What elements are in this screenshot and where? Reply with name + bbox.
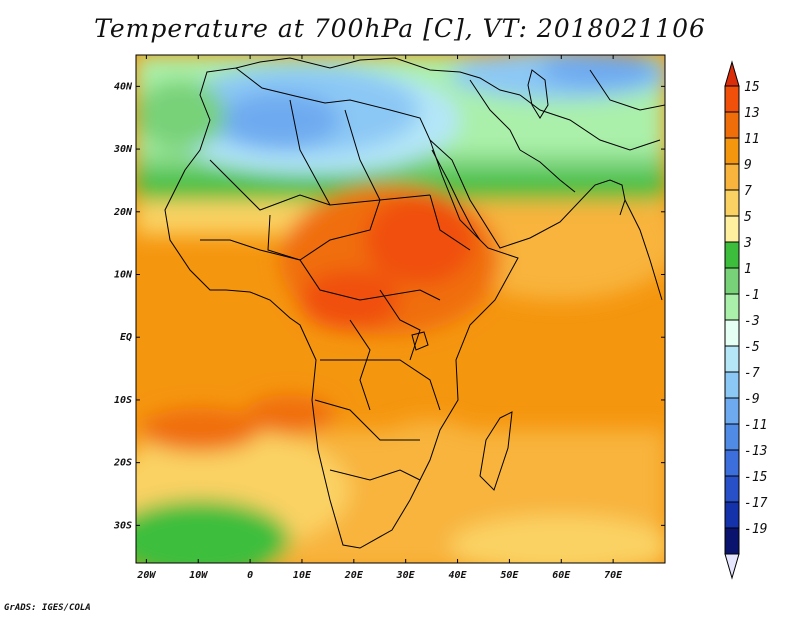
colorbar-box xyxy=(724,163,740,191)
field-cold-east-inner xyxy=(540,55,660,88)
border-9 xyxy=(429,194,471,251)
colorbar-label: -15 xyxy=(744,470,768,485)
colorbar-box xyxy=(724,85,740,113)
sahara-border-1 xyxy=(209,159,431,211)
colorbar-box xyxy=(724,423,740,451)
colorbar-label: -1 xyxy=(744,288,760,303)
longitude-ticks xyxy=(145,55,614,563)
latitude-labels: 40N 30N 20N 10N EQ 10S 20S 30S xyxy=(113,81,133,531)
field-hot-angola xyxy=(245,395,335,435)
lon-label: 60E xyxy=(552,570,571,581)
field-sa-green xyxy=(136,500,290,563)
colorbar-label: 1 xyxy=(744,262,752,277)
colorbar-label: 13 xyxy=(744,106,760,121)
lat-label: 30N xyxy=(113,144,133,155)
colorbar-label: 5 xyxy=(744,210,752,225)
border-5 xyxy=(314,399,420,441)
lat-label: EQ xyxy=(120,332,132,343)
border-11 xyxy=(469,79,521,151)
lon-label: 0 xyxy=(247,570,253,581)
lat-label: 20N xyxy=(113,207,133,218)
border-2 xyxy=(267,199,381,261)
colorbar-label: -17 xyxy=(744,496,768,511)
field-indian-yellow xyxy=(450,515,665,563)
colorbar-label: 3 xyxy=(743,236,752,251)
border-8 xyxy=(289,99,331,206)
chart-title: Temperature at 700hPa [C], VT: 201802110… xyxy=(94,14,706,43)
lon-label: 70E xyxy=(604,570,623,581)
colorbar-label: -5 xyxy=(744,340,760,355)
field-hot-sa xyxy=(140,408,260,452)
colorbar-box xyxy=(724,137,740,165)
border-14 xyxy=(589,69,665,111)
border-7 xyxy=(344,109,381,201)
colorbar-label: -3 xyxy=(744,314,760,329)
lon-label: 50E xyxy=(500,570,519,581)
colorbar-box xyxy=(724,397,740,425)
colorbar-label: 9 xyxy=(744,158,752,173)
caspian xyxy=(527,69,549,119)
colorbar-box xyxy=(724,111,740,139)
credit-text: GrADS: IGES/COLA xyxy=(4,603,91,613)
colorbar-label: 11 xyxy=(744,132,760,147)
colorbar: 15 13 11 9 7 5 3 1 -1 -3 -5 -7 -9 -11 -13 -15 -17 -19 xyxy=(724,60,768,580)
colorbar-box xyxy=(724,215,740,243)
border-6 xyxy=(329,469,421,481)
india-coast xyxy=(624,199,663,301)
colorbar-box xyxy=(724,241,740,269)
colorbar-top-arrow xyxy=(724,60,740,87)
med-coast xyxy=(235,57,521,96)
colorbar-box xyxy=(724,267,740,295)
red-sea xyxy=(431,149,481,241)
field-hot-core xyxy=(365,195,475,285)
colorbar-label: -7 xyxy=(744,366,760,381)
map-frame xyxy=(135,54,666,564)
longitude-labels: 20W 10W 0 10E 20E 30E 40E 50E 60E 70E xyxy=(136,570,623,581)
colorbar-label: -13 xyxy=(744,444,767,459)
temperature-field xyxy=(136,55,665,563)
border-10 xyxy=(519,94,661,151)
colorbar-box xyxy=(724,527,740,555)
lat-label: 20S xyxy=(113,458,132,469)
latitude-ticks xyxy=(136,85,665,526)
border-13 xyxy=(349,319,371,411)
colorbar-box xyxy=(724,449,740,477)
lon-label: 10W xyxy=(189,570,208,581)
colorbar-label: -9 xyxy=(744,392,760,407)
lat-label: 10S xyxy=(114,395,132,406)
colorbar-box xyxy=(724,475,740,503)
colorbar-box xyxy=(724,345,740,373)
colorbar-label: -19 xyxy=(744,522,767,537)
lon-label: 20E xyxy=(344,570,364,581)
lon-label: 10E xyxy=(293,570,312,581)
colorbar-label: -11 xyxy=(744,418,767,433)
arabia-coast xyxy=(429,139,626,249)
colorbar-box xyxy=(724,189,740,217)
colorbar-label: 15 xyxy=(744,80,760,95)
persian-gulf xyxy=(519,149,576,193)
coastlines xyxy=(164,57,665,549)
colorbar-box xyxy=(724,501,740,529)
colorbar-box xyxy=(724,293,740,321)
africa-coast xyxy=(164,67,519,549)
colorbar-box xyxy=(724,371,740,399)
lon-label: 40E xyxy=(449,570,468,581)
colorbar-bottom-arrow xyxy=(724,553,740,580)
border-3 xyxy=(200,239,441,301)
colorbar-box xyxy=(724,319,740,347)
lat-label: 10N xyxy=(114,270,133,281)
lat-label: 30S xyxy=(113,520,132,531)
field-west-green xyxy=(136,80,225,150)
lat-label: 40N xyxy=(114,81,133,92)
field-hot-central xyxy=(300,270,400,330)
field-cold-inner xyxy=(220,92,340,148)
border-4 xyxy=(320,359,441,411)
madagascar xyxy=(479,411,513,491)
lon-label: 30E xyxy=(396,570,416,581)
colorbar-label: 7 xyxy=(744,184,752,199)
lon-label: 20W xyxy=(136,570,156,581)
border-12 xyxy=(379,289,421,361)
